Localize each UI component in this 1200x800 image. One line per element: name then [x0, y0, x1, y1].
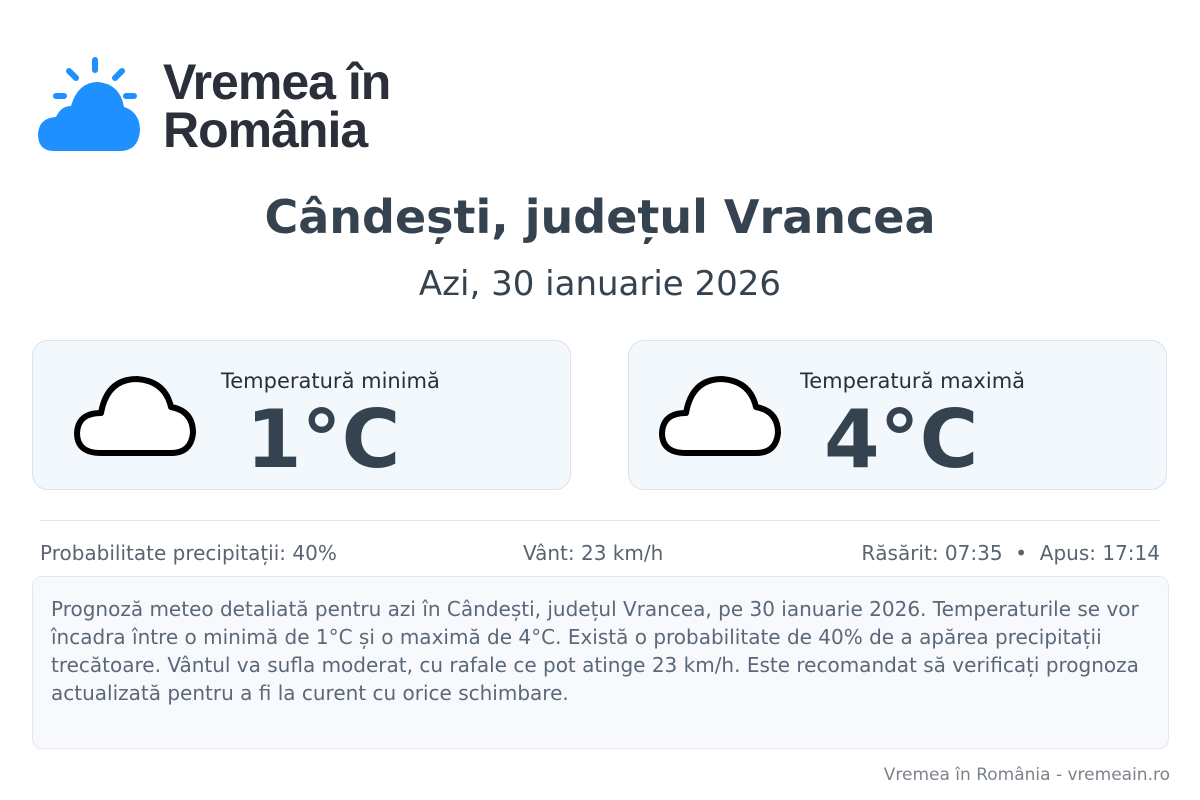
brand-line-2: România	[163, 102, 368, 158]
cloud-icon	[74, 376, 196, 456]
sunrise-sunset-stat: Răsărit: 07:35 • Apus: 17:14	[861, 541, 1160, 565]
max-temp-value: 4°C	[824, 393, 979, 486]
sun-cloud-icon	[38, 57, 140, 151]
footer-credit[interactable]: Vremea în România - vremeain.ro	[883, 765, 1170, 785]
min-temp-card: Temperatură minimă 1°C	[32, 340, 571, 490]
forecast-date: Azi, 30 ianuarie 2026	[418, 264, 782, 304]
brand-line-1: Vremea în	[163, 54, 391, 110]
page-title: Cândești, județul Vrancea	[264, 190, 936, 244]
precipitation-stat: Probabilitate precipitații: 40%	[40, 541, 337, 565]
wind-stat: Vânt: 23 km/h	[523, 541, 664, 565]
max-temp-card: Temperatură maximă 4°C	[628, 340, 1167, 490]
forecast-description: Prognoză meteo detaliată pentru azi în C…	[32, 576, 1169, 749]
min-temp-value: 1°C	[246, 393, 401, 486]
site-logo[interactable]: Vremea în România	[36, 54, 436, 164]
divider	[40, 520, 1160, 521]
min-temp-label: Temperatură minimă	[221, 369, 440, 393]
max-temp-label: Temperatură maximă	[800, 369, 1026, 393]
cloud-icon	[659, 376, 781, 456]
